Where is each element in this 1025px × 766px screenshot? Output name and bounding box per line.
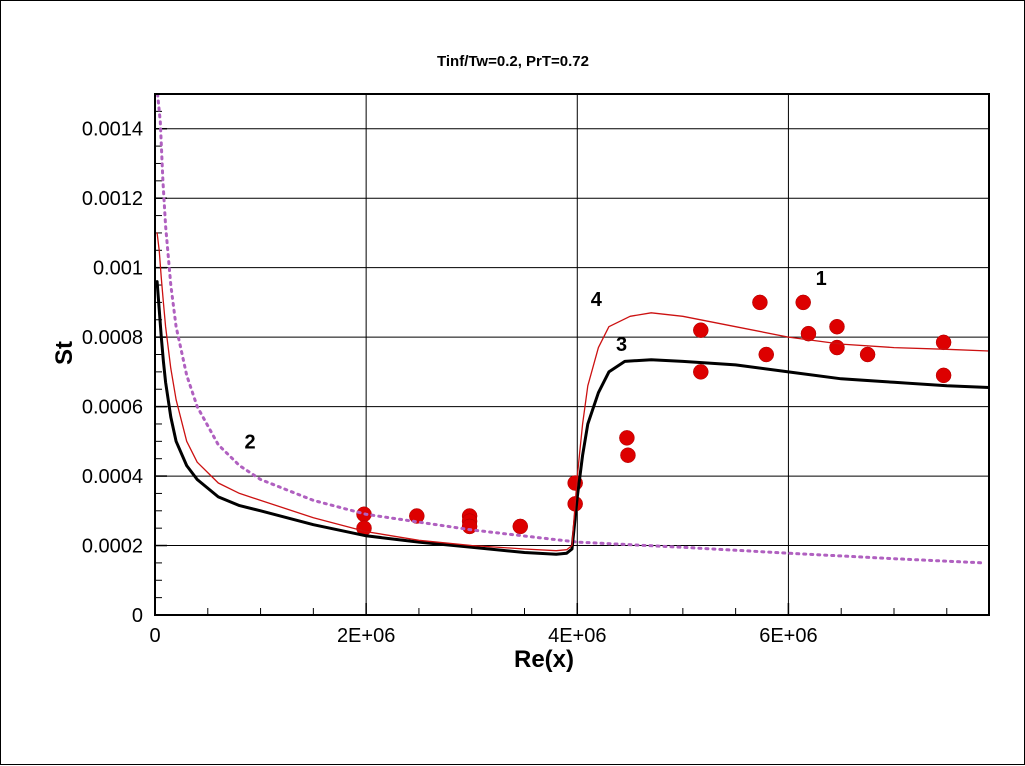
series-3-line: [155, 280, 989, 556]
minor-ticks: [154, 110, 948, 616]
tick-labels: 0 2E+06 4E+06 6E+06 0 0.0002 0.0004 0.0006 0.000…: [82, 119, 818, 647]
x-axis-title: Re(x): [514, 646, 574, 673]
series-1-marker: [859, 346, 876, 363]
curve-label-4: 4: [591, 289, 603, 311]
x-tick-label: 2E+06: [337, 625, 395, 647]
y-tick-label: 0.0012: [82, 188, 143, 210]
curve-label-1: 1: [816, 268, 827, 290]
series-1-marker: [619, 430, 635, 446]
series-1-marker: [935, 334, 952, 351]
x-tick-label: 6E+06: [759, 625, 817, 647]
series-4-line: [156, 232, 989, 552]
series-1-marker: [693, 364, 709, 380]
y-tick-label: 0: [132, 605, 143, 627]
series-2-line: [156, 94, 986, 565]
x-tick-label: 4E+06: [548, 625, 606, 647]
series-1-marker: [752, 294, 768, 311]
series-1-marker: [693, 322, 709, 338]
y-tick-label: 0.0014: [82, 119, 143, 141]
plot-area-border: [154, 93, 990, 616]
y-tick-label: 0.001: [93, 258, 143, 280]
series-layer: [155, 94, 989, 565]
curve-label-3: 3: [616, 334, 627, 356]
series-1-marker: [409, 508, 425, 524]
chart-title: Tinf/Tw=0.2, PrT=0.72: [437, 53, 589, 70]
y-tick-label: 0.0006: [82, 397, 143, 419]
series-1-marker: [620, 447, 636, 463]
series-1-marker: [758, 346, 774, 363]
series-1-marker: [795, 294, 811, 311]
curve-labels: 1 2 3 4: [244, 268, 826, 453]
y-tick-label: 0.0008: [82, 327, 143, 349]
series-1-marker: [800, 325, 817, 342]
series-1-marker: [829, 318, 845, 335]
y-tick-label: 0.0004: [82, 466, 143, 488]
series-1-marker: [935, 367, 952, 384]
y-axis-title: St: [51, 341, 78, 365]
y-tick-label: 0.0002: [82, 536, 143, 558]
curve-label-2: 2: [244, 431, 255, 453]
series-1-marker: [461, 518, 478, 535]
series-1-marker: [512, 518, 529, 535]
x-tick-label: 0: [149, 625, 160, 647]
